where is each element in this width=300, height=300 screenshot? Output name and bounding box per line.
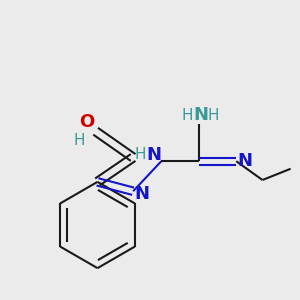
Text: H: H bbox=[182, 108, 193, 123]
Text: N: N bbox=[193, 106, 208, 124]
Text: N: N bbox=[134, 185, 149, 203]
Text: H: H bbox=[73, 133, 85, 148]
Text: N: N bbox=[237, 152, 252, 170]
Text: N: N bbox=[146, 146, 161, 164]
Text: H: H bbox=[207, 108, 219, 123]
Text: H: H bbox=[135, 147, 146, 162]
Text: O: O bbox=[79, 113, 94, 131]
